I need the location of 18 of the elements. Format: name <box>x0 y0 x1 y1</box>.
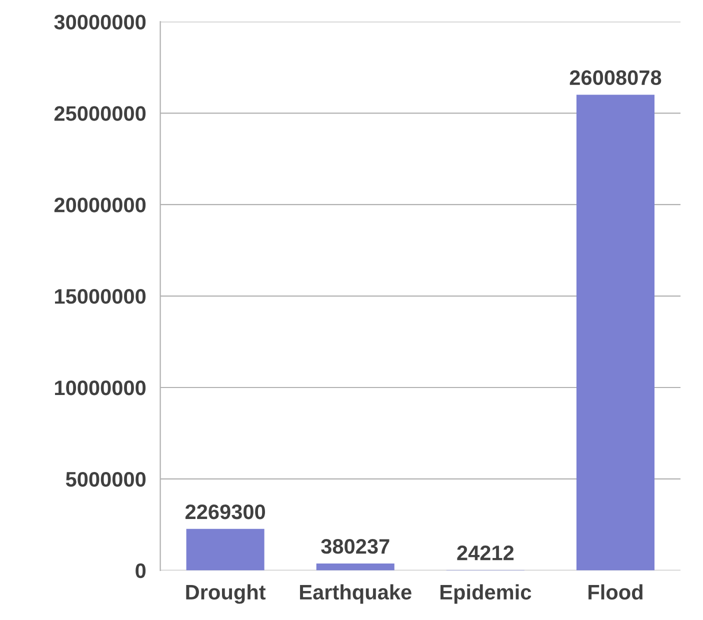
y-tick-label: 20000000 <box>54 198 146 212</box>
y-tick-label: 10000000 <box>55 380 146 396</box>
y-tick-label: 30000000 <box>54 14 146 30</box>
data-label: 24212 <box>457 546 514 560</box>
y-tick-label: 15000000 <box>55 289 146 304</box>
data-label: 26008078 <box>570 70 662 86</box>
data-label: 2269300 <box>185 504 266 520</box>
x-tick-label: Drought <box>186 584 266 604</box>
bar <box>186 528 264 570</box>
bar <box>316 563 394 570</box>
y-tick-label: 0 <box>136 563 146 578</box>
y-tick-label: 25000000 <box>54 106 146 121</box>
x-tick-label: Earthquake <box>300 584 412 604</box>
bar <box>576 94 654 570</box>
x-tick-label: Flood <box>588 584 642 600</box>
data-label: 380237 <box>321 539 390 554</box>
y-tick-label: 5000000 <box>66 472 146 487</box>
x-tick-label: Epidemic <box>440 584 532 604</box>
